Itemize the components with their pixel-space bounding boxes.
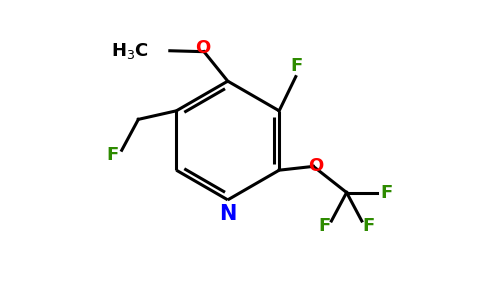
Text: F: F xyxy=(106,146,119,164)
Text: H$_3$C: H$_3$C xyxy=(111,41,149,61)
Text: F: F xyxy=(363,217,375,235)
Text: F: F xyxy=(381,184,393,202)
Text: F: F xyxy=(290,57,303,75)
Text: O: O xyxy=(309,158,324,175)
Text: F: F xyxy=(318,217,331,235)
Text: N: N xyxy=(219,204,237,224)
Text: O: O xyxy=(196,39,211,57)
